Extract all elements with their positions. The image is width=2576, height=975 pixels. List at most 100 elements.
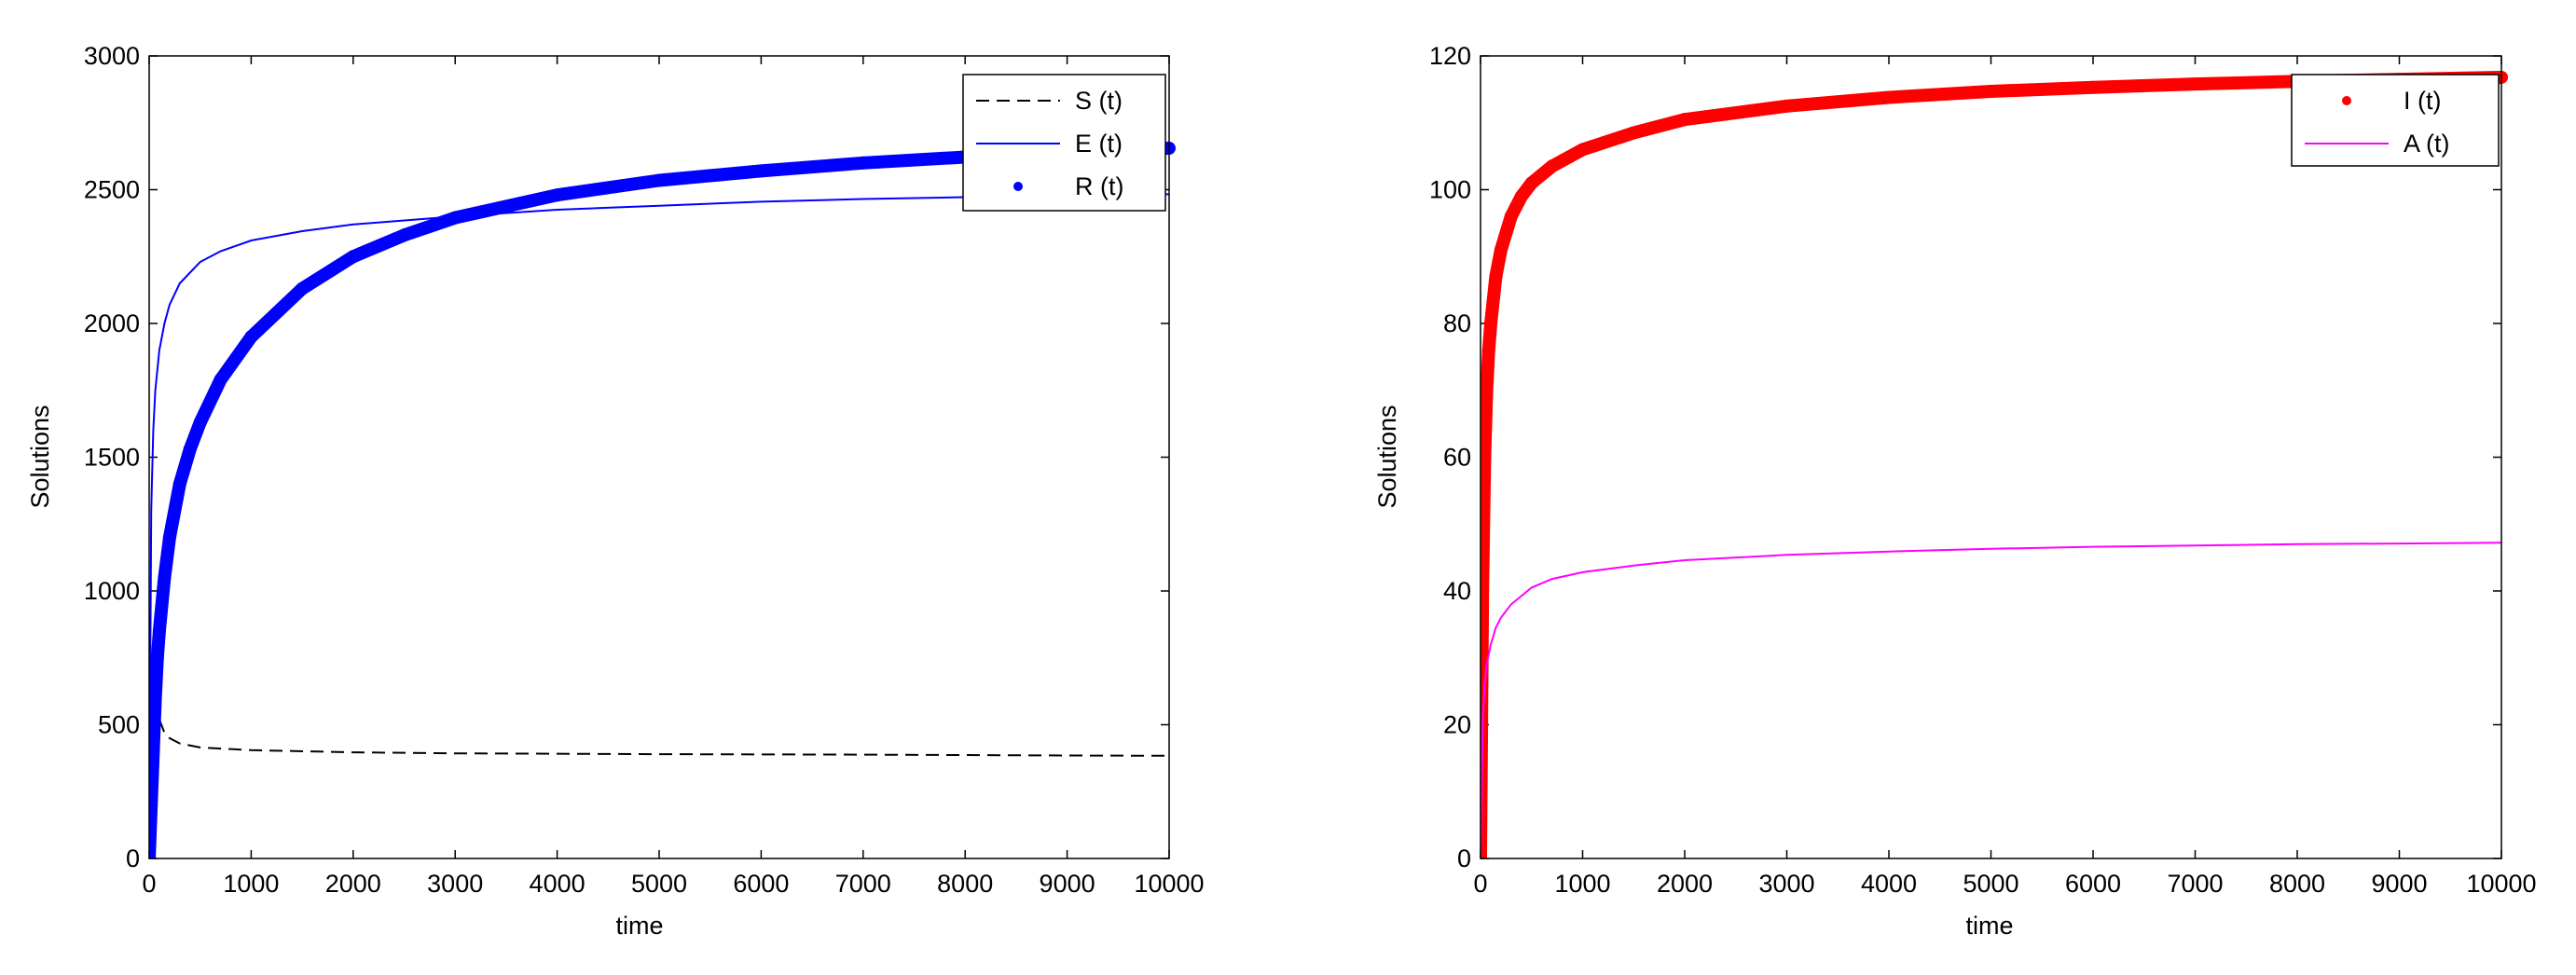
left-chart-xtick-label: 10000 <box>1134 870 1204 898</box>
right-chart-xtick-label: 5000 <box>1963 870 2018 898</box>
right-chart-ytick-label: 20 <box>1443 711 1471 739</box>
left-chart-series-3-point <box>448 211 462 225</box>
left-chart-legend-label-1: S (t) <box>1075 87 1123 115</box>
left-chart-xtick-label: 5000 <box>631 870 687 898</box>
right-chart-axes-frame <box>1480 55 2502 859</box>
right-chart-series-1-point <box>1678 113 1691 127</box>
left-chart-series-3-point <box>397 228 411 242</box>
left-chart-series-3-line <box>149 142 1169 858</box>
right-chart-series-1-point <box>1576 143 1590 157</box>
right-chart-xtick-label: 6000 <box>2065 870 2121 898</box>
left-chart-ytick-label: 500 <box>98 711 140 739</box>
left-chart-series-3-point <box>149 745 160 759</box>
right-chart-xtick-label: 0 <box>1473 870 1487 898</box>
left-chart-ytick-label: 1500 <box>84 444 140 472</box>
left-chart-xtick-label: 6000 <box>733 870 789 898</box>
left-chart-xtick-label: 0 <box>142 870 156 898</box>
left-chart-xlabel: time <box>615 912 663 940</box>
right-chart-legend-label-1: I (t) <box>2404 87 2442 115</box>
right-chart-series-1-point <box>1489 269 1503 283</box>
left-chart-series-3-point <box>149 798 158 812</box>
right-chart-legend-sample-1 <box>2342 96 2351 105</box>
left-chart-series-3-point <box>149 852 156 858</box>
left-chart-series-group <box>149 142 1169 858</box>
right-chart-xtick-label: 9000 <box>2371 870 2427 898</box>
left-chart-series-3-point <box>856 156 870 170</box>
right-chart-xtick-label: 10000 <box>2466 870 2536 898</box>
right-chart-series-1-point <box>1494 243 1508 257</box>
left-chart-series-3-point <box>150 651 164 665</box>
left-chart-series-3-point <box>346 250 360 264</box>
right-chart-series-1-point <box>1483 317 1497 330</box>
right-chart-xtick-label: 2000 <box>1657 870 1713 898</box>
left-chart-series-3-point <box>158 570 172 584</box>
left-chart-xtick-label: 8000 <box>937 870 993 898</box>
left-chart-series-3-point <box>172 477 186 491</box>
left-chart-xtick-label: 3000 <box>427 870 483 898</box>
right-chart-ylabel: Solutions <box>1373 405 1401 508</box>
right-chart-xtick-label: 7000 <box>2167 870 2223 898</box>
left-chart-xtick-label: 7000 <box>835 870 891 898</box>
left-chart-series-3-point <box>754 164 768 178</box>
right-chart-xtick-label: 4000 <box>1861 870 1917 898</box>
right-chart-series-1-point <box>1545 159 1559 173</box>
left-chart-ytick-label: 2500 <box>84 176 140 204</box>
right-chart-series-1-point <box>1984 85 1998 99</box>
right-chart-series-1-point <box>1481 584 1490 597</box>
left-chart-series-3-point <box>550 188 564 202</box>
left-chart-xtick-label: 1000 <box>223 870 279 898</box>
left-chart-series-3-point <box>214 373 227 387</box>
right-chart-series-2-line <box>1481 542 2501 858</box>
right-chart-ytick-label: 120 <box>1429 42 1471 70</box>
right-chart-series-1-point <box>2188 77 2202 91</box>
left-chart-xtick-label: 4000 <box>530 870 585 898</box>
left-chart-ylabel: Solutions <box>26 405 54 508</box>
right-chart: time Solutions 0 1000 2000 3000 4000 5000 6000… <box>1373 42 2537 940</box>
right-chart-plot-area <box>1481 56 2501 858</box>
right-chart-xtick-label: 1000 <box>1554 870 1610 898</box>
right-chart-legend-label-2: A (t) <box>2404 130 2450 158</box>
right-chart-series-1-point <box>2087 80 2100 94</box>
left-chart-series-3-point <box>149 691 162 705</box>
right-chart-ytick-label: 80 <box>1443 309 1471 337</box>
left-chart-series-2-line <box>149 193 1169 858</box>
right-chart-xlabel: time <box>1965 912 2013 940</box>
left-chart-legend-sample-3 <box>1013 182 1023 191</box>
left-chart-ytick-label: 1000 <box>84 577 140 605</box>
left-chart-series-3-point <box>193 416 207 430</box>
left-chart-ytick-label: 3000 <box>84 42 140 70</box>
right-chart-series-1-point <box>1481 450 1492 464</box>
right-chart-xtick-label: 3000 <box>1758 870 1814 898</box>
left-chart-series-3-point <box>152 625 166 639</box>
left-chart-series-3-point <box>162 530 176 544</box>
right-chart-series-1-point <box>1627 126 1641 140</box>
left-chart-series-3-point <box>244 330 258 344</box>
right-chart-legend <box>2291 74 2500 167</box>
right-chart-ytick-label: 40 <box>1443 577 1471 605</box>
right-chart-series-group <box>1481 70 2501 858</box>
left-chart-series-3-point <box>653 173 666 187</box>
left-chart-series-3-point <box>296 282 310 295</box>
right-chart-series-1-point <box>1481 383 1494 397</box>
right-chart-series-1-point <box>1524 176 1538 190</box>
left-chart-series-1-line <box>149 718 1169 858</box>
left-chart-axes-frame <box>148 55 1170 859</box>
left-chart-xtick-label: 9000 <box>1040 870 1095 898</box>
right-chart-series-1-point <box>1882 90 1895 104</box>
left-chart-xtick-label: 2000 <box>325 870 381 898</box>
right-chart-ytick-label: 0 <box>1457 845 1471 872</box>
right-chart-series-1-point <box>1780 99 1794 113</box>
left-chart-series-3-point <box>183 442 197 456</box>
left-chart-legend-label-3: R (t) <box>1075 172 1123 200</box>
right-chart-series-1-point <box>1481 852 1487 858</box>
right-chart-ytick-label: 100 <box>1429 176 1471 204</box>
right-chart-series-1-point <box>1481 343 1495 357</box>
right-chart-xtick-label: 8000 <box>2269 870 2325 898</box>
left-chart-ytick-label: 0 <box>126 845 140 872</box>
left-chart: time Solutions 0 1000 2000 3000 4000 5000 6000… <box>26 42 1205 940</box>
right-chart-series-1-point <box>1504 210 1518 224</box>
left-chart-legend-label-2: E (t) <box>1075 130 1123 158</box>
right-chart-series-1-point <box>1514 189 1528 203</box>
left-chart-ytick-label: 2000 <box>84 309 140 337</box>
